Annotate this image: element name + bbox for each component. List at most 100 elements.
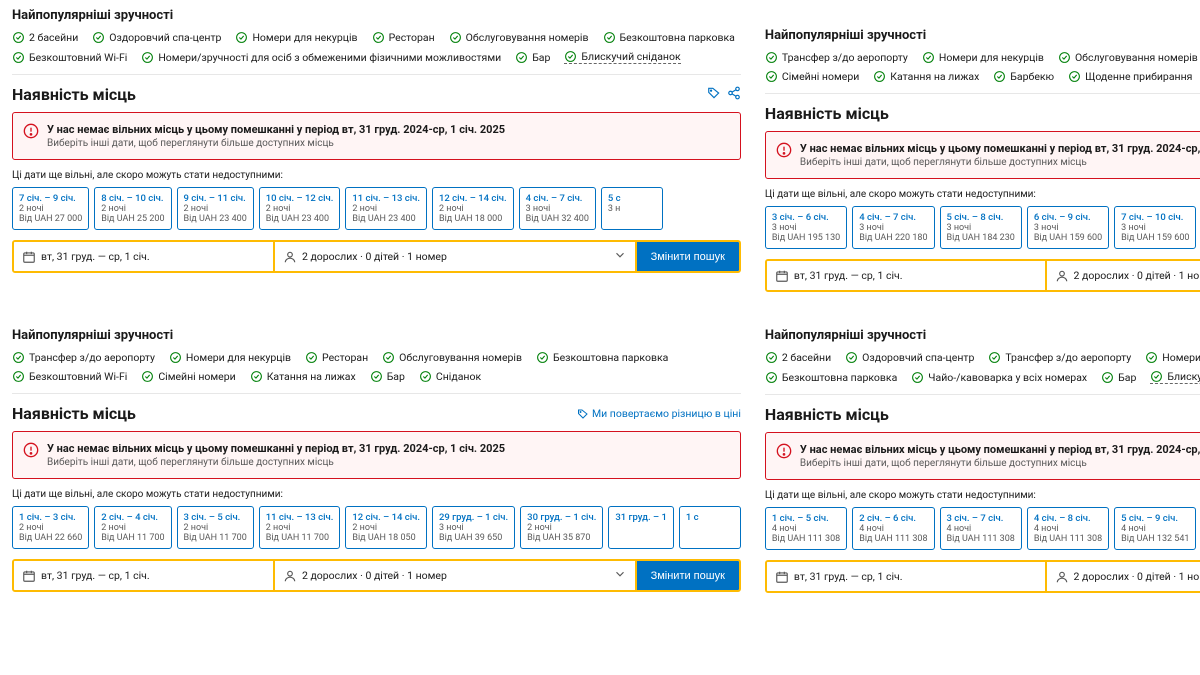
availability-header: Наявність місць bbox=[12, 85, 741, 104]
share-icon[interactable] bbox=[727, 86, 741, 103]
pill-price: Від UAH 111 308 bbox=[859, 534, 927, 544]
dates-hint: Ці дати ще вільні, але скоро можуть стат… bbox=[765, 189, 1200, 200]
date-pill[interactable]: 4 січ. – 7 січ. 3 ночі Від UAH 220 180 bbox=[852, 206, 934, 249]
date-pill[interactable]: 1 січ. – 3 січ. 2 ночі Від UAH 22 660 bbox=[12, 506, 89, 549]
facility-item: Безкоштовна парковка bbox=[536, 351, 668, 364]
search-submit-button[interactable]: Змінити пошук bbox=[637, 242, 739, 271]
facility-label: Ресторан bbox=[322, 351, 368, 364]
listing-panel: Забронювати зараз Зберегти помешкання На… bbox=[753, 0, 1200, 300]
listing-panel: Найпопулярніші зручності2 басейниОздоров… bbox=[0, 0, 753, 300]
pill-dates: 1 с bbox=[686, 512, 734, 523]
facilities-heading: Найпопулярніші зручності bbox=[12, 328, 741, 343]
availability-heading: Наявність місць bbox=[765, 405, 889, 424]
facility-label: Безкоштовна парковка bbox=[620, 31, 735, 44]
facilities-list: Трансфер з/до аеропортуНомери для некурц… bbox=[765, 51, 1200, 83]
date-pill[interactable]: 29 груд. – 1 січ. 3 ночі Від UAH 39 650 bbox=[432, 506, 515, 549]
search-dates-field[interactable]: вт, 31 груд. — ср, 1 січ. bbox=[767, 261, 1047, 290]
date-pill[interactable]: 2 січ. – 4 січ. 2 ночі Від UAH 11 700 bbox=[94, 506, 171, 549]
date-pill[interactable]: 3 січ. – 6 січ. 3 ночі Від UAH 195 130 bbox=[765, 206, 847, 249]
alert-icon bbox=[23, 442, 39, 468]
facility-label: Оздоровчий спа-центр bbox=[109, 31, 221, 44]
search-dates-field[interactable]: вт, 31 груд. — ср, 1 січ. bbox=[14, 561, 275, 590]
availability-heading: Наявність місць bbox=[765, 104, 889, 123]
facilities-list: Трансфер з/до аеропортуНомери для некурц… bbox=[12, 351, 741, 383]
pill-price: Від UAH 22 660 bbox=[19, 533, 82, 543]
divider bbox=[765, 93, 1200, 94]
price-match-link[interactable]: Ми повертаємо різницю в ціні bbox=[577, 407, 741, 420]
search-guests-field[interactable]: 2 дорослих · 0 дітей · 1 номер bbox=[275, 242, 637, 271]
search-guests-field[interactable]: 2 дорослих · 0 дітей · 1 номер bbox=[1047, 261, 1200, 290]
facility-label: Блискучий сніданок bbox=[1167, 370, 1200, 383]
search-dates-field[interactable]: вт, 31 груд. — ср, 1 січ. bbox=[767, 562, 1047, 591]
date-pill[interactable]: 7 січ. – 10 січ. 3 ночі Від UAH 159 600 bbox=[1114, 206, 1196, 249]
facility-label: Обслуговування номерів bbox=[466, 31, 589, 44]
date-pill[interactable]: 8 січ. – 10 січ. 2 ночі Від UAH 25 200 bbox=[94, 187, 171, 230]
date-pill[interactable]: 4 січ. – 8 січ. 4 ночі Від UAH 111 308 bbox=[1027, 507, 1109, 550]
date-pill[interactable]: 30 груд. – 1 січ. 2 ночі Від UAH 35 870 bbox=[520, 506, 603, 549]
search-dates-field[interactable]: вт, 31 груд. — ср, 1 січ. bbox=[14, 242, 275, 271]
pill-nights: 2 ночі bbox=[439, 204, 507, 214]
facility-item: Номери для некурців bbox=[1145, 351, 1200, 364]
pill-price: Від UAH 111 308 bbox=[1034, 534, 1102, 544]
pill-dates: 5 січ. – 9 січ. bbox=[1121, 513, 1189, 524]
pill-nights: 2 ночі bbox=[527, 523, 596, 533]
facility-item: Бар bbox=[370, 370, 405, 383]
date-pills-row: 7 січ. – 9 січ. 2 ночі Від UAH 27 000 8 … bbox=[12, 187, 741, 230]
search-guests-field[interactable]: 2 дорослих · 0 дітей · 1 номер bbox=[275, 561, 637, 590]
tag-icon[interactable] bbox=[707, 86, 721, 103]
search-guests-field[interactable]: 2 дорослих · 0 дітей · 1 номер bbox=[1047, 562, 1200, 591]
date-pill[interactable]: 12 січ. – 14 січ. 2 ночі Від UAH 18 000 bbox=[432, 187, 514, 230]
facility-label: 2 басейни bbox=[782, 351, 831, 364]
pill-nights: 4 ночі bbox=[947, 524, 1015, 534]
facility-label: Трансфер з/до аеропорту bbox=[29, 351, 155, 364]
pill-nights: 4 ночі bbox=[1034, 524, 1102, 534]
divider bbox=[12, 74, 741, 75]
date-pill[interactable]: 11 січ. – 13 січ. 2 ночі Від UAH 23 400 bbox=[345, 187, 427, 230]
date-pill[interactable]: 11 січ. – 13 січ. 2 ночі Від UAH 11 700 bbox=[259, 506, 341, 549]
facility-item: Щоденне прибирання bbox=[1068, 70, 1192, 83]
facility-item: Трансфер з/до аеропорту bbox=[12, 351, 155, 364]
date-pill[interactable]: 12 січ. – 14 січ. 2 ночі Від UAH 18 050 bbox=[345, 506, 427, 549]
facility-item: Катання на лижах bbox=[873, 70, 979, 83]
date-pill[interactable]: 1 с bbox=[679, 506, 741, 549]
pill-nights: 3 ночі bbox=[859, 223, 927, 233]
pill-dates: 10 січ. – 12 січ. bbox=[266, 193, 334, 204]
facility-label: Сімейні номери bbox=[158, 370, 235, 383]
pill-dates: 11 січ. – 13 січ. bbox=[266, 512, 334, 523]
date-pill[interactable]: 1 січ. – 5 січ. 4 ночі Від UAH 111 308 bbox=[765, 507, 847, 550]
date-pill[interactable]: 9 січ. – 11 січ. 2 ночі Від UAH 23 400 bbox=[177, 187, 254, 230]
divider bbox=[765, 394, 1200, 395]
date-pill[interactable]: 10 січ. – 12 січ. 2 ночі Від UAH 23 400 bbox=[259, 187, 341, 230]
search-guests-text: 2 дорослих · 0 дітей · 1 номер bbox=[1074, 269, 1200, 282]
date-pill[interactable]: 5 січ. – 8 січ. 3 ночі Від UAH 184 230 bbox=[940, 206, 1022, 249]
pill-dates: 5 січ. – 8 січ. bbox=[947, 212, 1015, 223]
pill-price: Від UAH 184 230 bbox=[947, 233, 1015, 243]
alert-icon bbox=[776, 443, 792, 469]
alert-title: У нас немає вільних місць у цьому помешк… bbox=[800, 142, 1200, 155]
date-pill[interactable]: 7 січ. – 9 січ. 2 ночі Від UAH 27 000 bbox=[12, 187, 89, 230]
pill-dates: 9 січ. – 11 січ. bbox=[184, 193, 247, 204]
facility-item: Бар bbox=[515, 50, 550, 64]
pill-price: Від UAH 111 308 bbox=[772, 534, 840, 544]
date-pill[interactable]: 2 січ. – 6 січ. 4 ночі Від UAH 111 308 bbox=[852, 507, 934, 550]
date-pill[interactable]: 6 січ. – 9 січ. 3 ночі Від UAH 159 600 bbox=[1027, 206, 1109, 249]
alert-icon bbox=[776, 142, 792, 168]
search-dates-text: вт, 31 груд. — ср, 1 січ. bbox=[41, 250, 150, 263]
date-pill[interactable]: 31 груд. – 1 bbox=[608, 506, 674, 549]
facility-item: Сімейні номери bbox=[141, 370, 235, 383]
facility-item: Номери для некурців bbox=[922, 51, 1044, 64]
date-pill[interactable]: 5 с 3 н bbox=[601, 187, 663, 230]
date-pill[interactable]: 3 січ. – 5 січ. 2 ночі Від UAH 11 700 bbox=[177, 506, 254, 549]
search-submit-button[interactable]: Змінити пошук bbox=[637, 561, 739, 590]
pill-dates: 5 с bbox=[608, 193, 656, 204]
date-pill[interactable]: 5 січ. – 9 січ. 4 ночі Від UAH 132 541 bbox=[1114, 507, 1196, 550]
search-guests-text: 2 дорослих · 0 дітей · 1 номер bbox=[302, 250, 447, 263]
date-pill[interactable]: 4 січ. – 7 січ. 3 ночі Від UAH 32 400 bbox=[519, 187, 596, 230]
pill-nights: 2 ночі bbox=[19, 204, 82, 214]
pill-dates: 29 груд. – 1 січ. bbox=[439, 512, 508, 523]
availability-header: Наявність місць Ми повертаємо різницю в … bbox=[765, 405, 1200, 424]
availability-alert: У нас немає вільних місць у цьому помешк… bbox=[765, 432, 1200, 480]
search-dates-text: вт, 31 груд. — ср, 1 січ. bbox=[41, 569, 150, 582]
facility-item: Катання на лижах bbox=[250, 370, 356, 383]
date-pill[interactable]: 3 січ. – 7 січ. 4 ночі Від UAH 111 308 bbox=[940, 507, 1022, 550]
